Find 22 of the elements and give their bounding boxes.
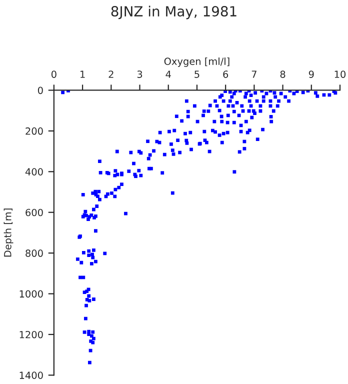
y-tick-label: 200 [26, 127, 43, 135]
y-tick-label: 600 [26, 208, 43, 216]
x-axis-title: Oxygen [ml/l] [164, 57, 230, 67]
chart-title: 8JNZ in May, 1981 [111, 6, 236, 20]
x-tick-label: 10 [334, 70, 346, 78]
x-tick-label: 9 [308, 70, 314, 78]
x-tick-label: 8 [280, 70, 286, 78]
x-tick-label: 5 [194, 70, 200, 78]
y-axis-title: Depth [m] [4, 208, 14, 257]
x-tick-label: 1 [80, 70, 85, 78]
x-tick-label: 2 [108, 70, 114, 78]
x-tick-label: 6 [223, 70, 228, 78]
x-tick-label: 3 [137, 70, 142, 78]
x-tick-label: 4 [166, 70, 171, 78]
y-tick-label: 1400 [20, 372, 43, 379]
x-tick-label: 0 [51, 70, 56, 78]
y-tick-label: 0 [38, 86, 43, 94]
y-tick-label: 1000 [20, 290, 43, 298]
y-tick-label: 400 [25, 168, 43, 176]
y-tick-label: 800 [26, 250, 43, 257]
x-tick-label: 7 [252, 70, 256, 78]
y-tick-label: 1200 [20, 330, 43, 338]
